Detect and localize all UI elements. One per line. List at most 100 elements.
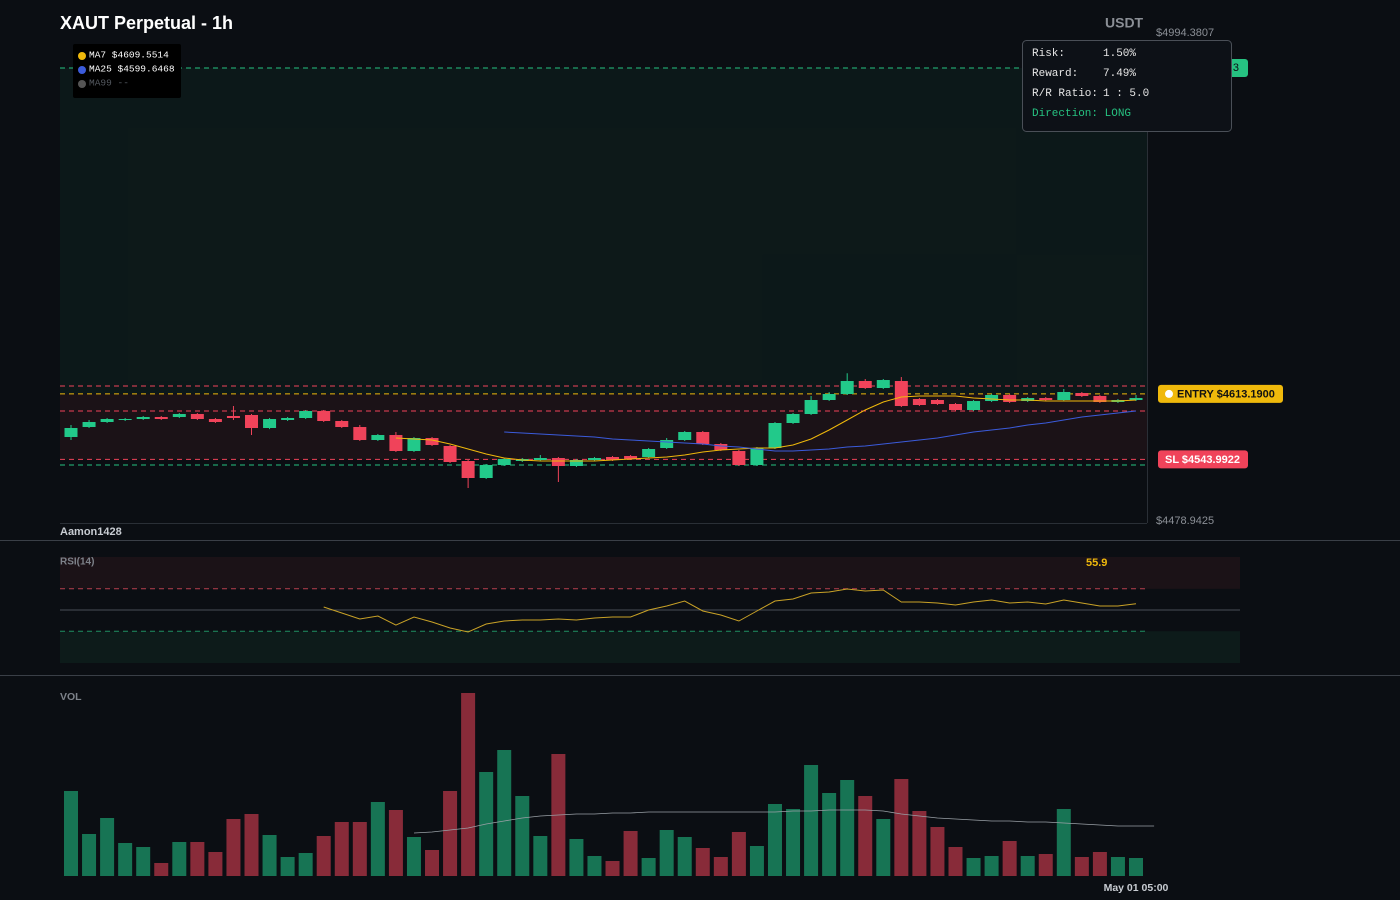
legend-entry: MA7 $4609.5514 [89,50,169,61]
volume-bar [533,836,548,876]
candle-body [479,465,493,479]
candle-body [930,400,944,405]
candle-body [1039,398,1053,401]
volume-bar [858,796,873,876]
profit-zone [60,67,1147,394]
candle-body [82,422,96,428]
candle-body [497,459,511,466]
stop-loss-badge [1158,450,1248,469]
candle-body [1057,392,1071,401]
volume-bar [443,791,458,876]
risk-value: 1.50% [1103,48,1136,60]
panel-title: VOL [60,691,82,703]
volume-bar [334,822,349,876]
candle-body [948,404,962,411]
candle-body [208,419,222,423]
volume-bar [1074,857,1089,876]
volume-bar [840,780,855,876]
volume-bar [136,847,151,876]
moving-average-line [504,410,1137,452]
risk-value: 1 : 5.0 [1103,88,1149,100]
stop-loss-label: SL $4543.9922 [1165,454,1240,466]
risk-value: 7.49% [1103,68,1136,80]
volume-bar [876,819,891,876]
candle-body [642,449,656,458]
volume-bar [948,847,963,876]
candle-body [263,419,277,429]
candle-body [569,460,583,467]
volume-bar [497,750,512,876]
candle-body [696,432,710,445]
candle-body [154,417,168,420]
volume-bar [677,837,692,876]
volume-bar [966,858,981,876]
take-profit-label: 3 [1233,62,1239,74]
volume-bar [118,843,133,876]
candle-body [443,445,457,462]
volume-bar [912,811,927,876]
candle-body [407,438,421,452]
candle-body [1075,393,1089,397]
legend-swatch [78,66,86,74]
candle-body [281,418,295,421]
volume-bar [804,765,819,876]
candle-body [606,457,620,461]
candle-body [894,381,908,407]
candle-body [1003,395,1017,403]
chart-title: XAUT Perpetual - 1h [60,13,233,33]
watermark: Aamon1428 [60,526,122,538]
candle-body [1129,398,1143,401]
candle-body [190,414,204,420]
candle-body [804,400,818,415]
candle-body [100,419,114,423]
candle-body [551,458,565,467]
volume-bar [352,822,367,876]
candle-body [64,428,78,438]
volume-bar [208,852,223,876]
candle-body [786,414,800,424]
volume-bar [786,809,801,876]
candle-body [299,411,313,419]
candle-body [768,423,782,449]
volume-bar [244,814,259,876]
volume-bar [1038,854,1053,876]
x-tick-label: May 01 05:00 [1104,882,1169,894]
volume-bar [1092,852,1107,876]
quote-currency: USDT [1105,15,1144,31]
candle-body [172,414,186,418]
risk-label: Risk: [1032,48,1065,60]
entry-label: ENTRY $4613.1900 [1177,388,1275,400]
volume-bar [695,848,710,876]
candle-body [1093,396,1107,403]
volume-bar [154,863,169,876]
panel-title: RSI(14) [60,557,94,568]
volume-bar [461,693,476,876]
entry-badge [1158,384,1283,403]
candle-body [353,427,367,441]
volume-bar [569,839,584,876]
oversold-zone [60,631,1240,663]
rsi-value-label: 55.9 [1086,557,1107,569]
risk-label: R/R Ratio: [1032,88,1098,100]
volume-bar [731,832,746,876]
legend-entry: MA25 $4599.6468 [89,64,175,75]
candle-body [587,458,601,461]
candle-body [985,395,999,402]
volume-bar [262,835,277,876]
volume-bar [406,837,421,876]
volume-bar [767,804,782,876]
volume-bar [605,861,620,876]
candle-body [732,451,746,466]
candle-body [317,411,331,422]
legend-box [73,44,181,98]
candle-body [624,456,638,460]
y-tick-label: $4994.3807 [1156,27,1214,39]
candle-body [714,444,728,451]
volume-bar [370,802,385,876]
loss-zone [60,393,1147,460]
candle-body [371,435,385,441]
volume-bar [641,858,656,876]
candle-body [461,461,475,479]
candle-body [660,440,674,449]
